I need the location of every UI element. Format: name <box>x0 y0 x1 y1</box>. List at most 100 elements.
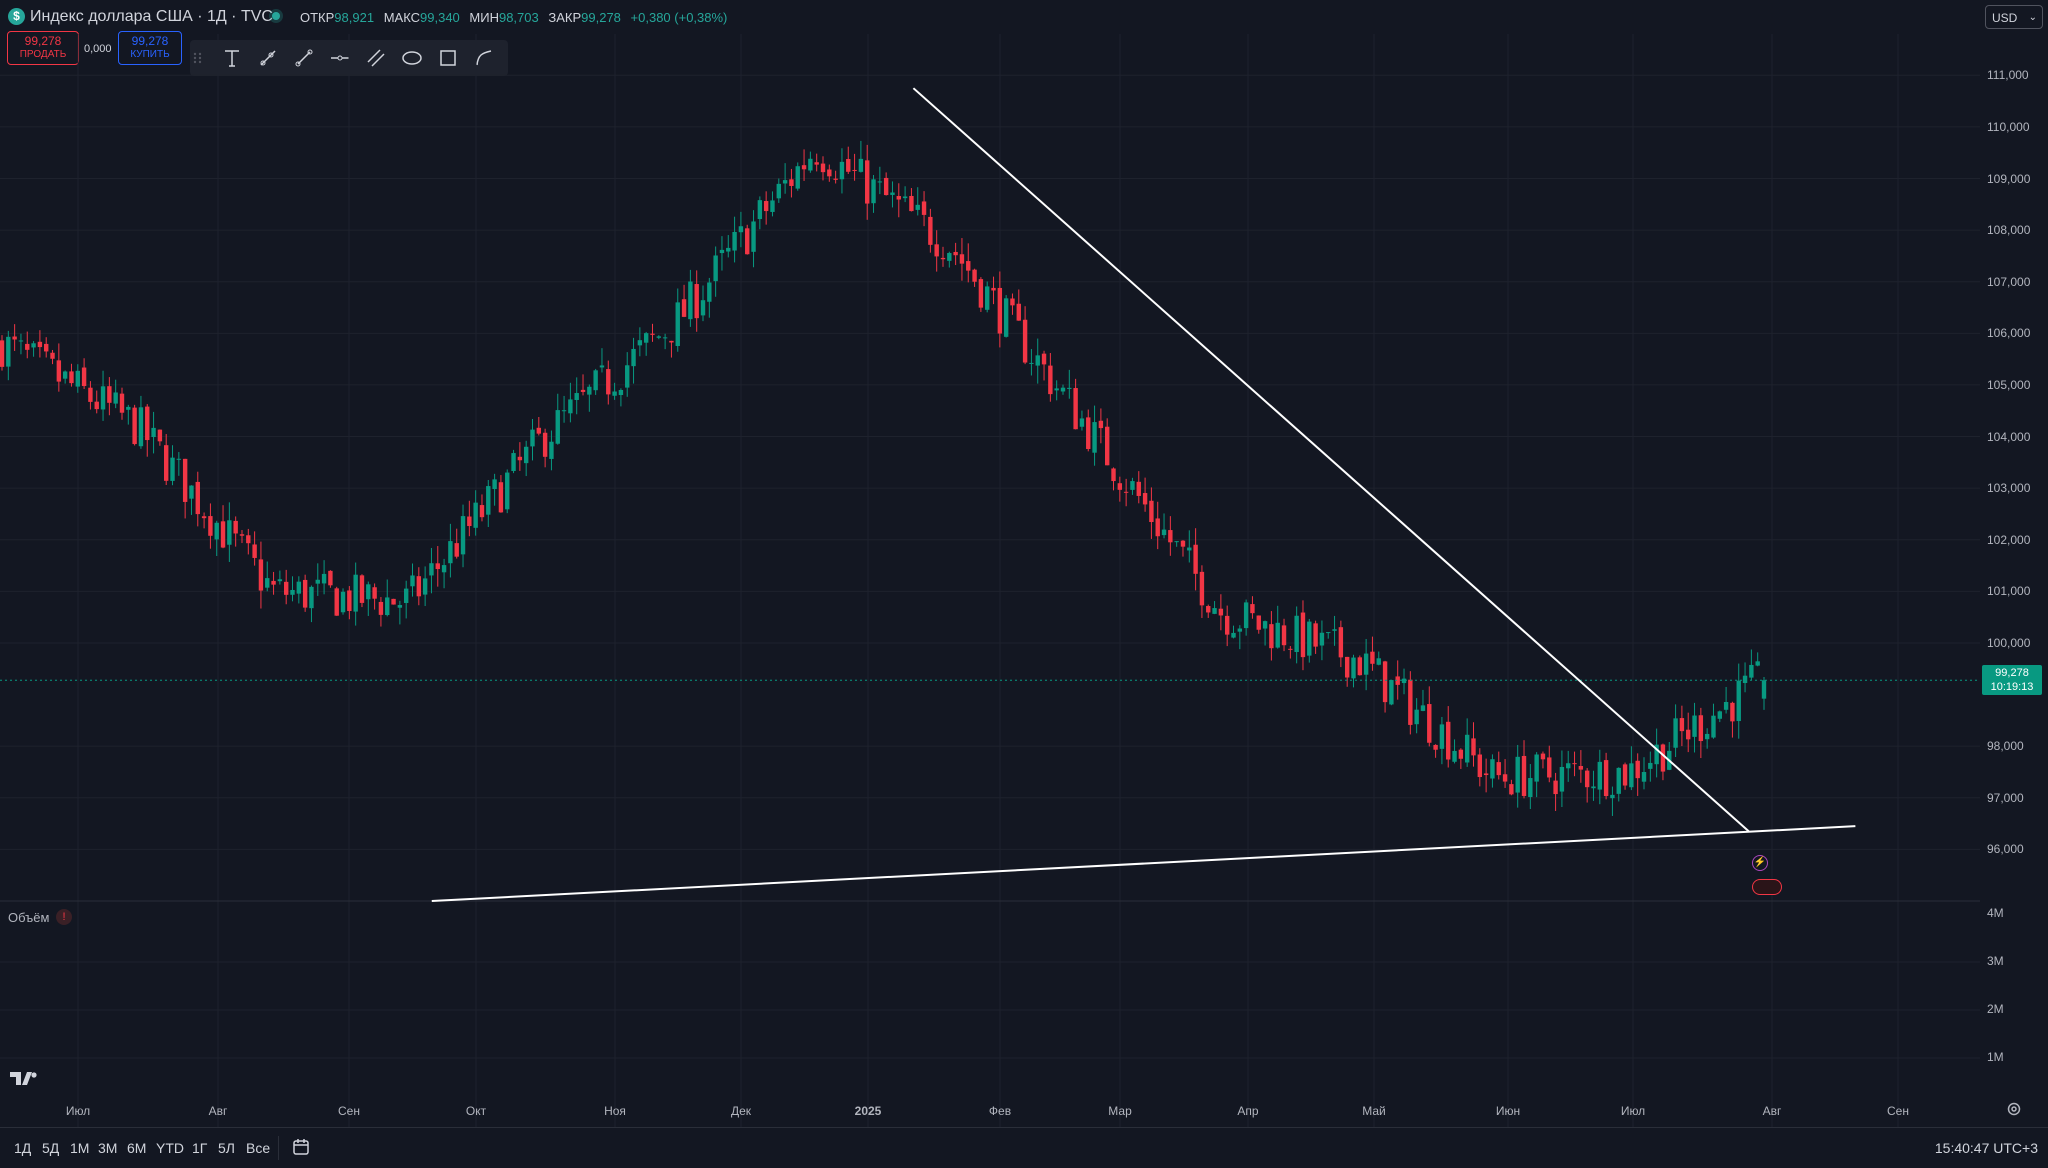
candle-body <box>656 336 662 338</box>
candle-body <box>1313 623 1318 647</box>
market-status-dot[interactable] <box>272 12 280 20</box>
ray-icon[interactable] <box>256 46 280 70</box>
candle-body <box>138 407 144 447</box>
candle-body <box>883 177 889 196</box>
candle-body <box>1332 629 1337 631</box>
spread-value: 0,000 <box>84 43 112 55</box>
candle-body <box>239 534 245 536</box>
time-axis-label: Май <box>1362 1104 1386 1118</box>
candle-body <box>422 578 428 595</box>
candle-body <box>25 343 30 350</box>
candle-body <box>1130 481 1135 490</box>
candle-body <box>618 389 624 396</box>
candle-body <box>808 158 813 171</box>
ohlc-legend: ОТКР98,921 МАКС99,340 МИН98,703 ЗАКР99,2… <box>300 10 733 25</box>
candle-body <box>366 584 371 600</box>
candle-body <box>871 179 876 204</box>
candle-body <box>1048 365 1053 395</box>
candle-body <box>902 196 908 199</box>
support-trendline[interactable] <box>431 825 1856 902</box>
candle-body <box>145 406 150 441</box>
candle-body <box>283 581 289 595</box>
rectangle-icon[interactable] <box>436 46 460 70</box>
candle-body <box>511 453 516 472</box>
candle-body <box>1553 780 1558 795</box>
timeframe-button[interactable]: 3M <box>98 1140 118 1156</box>
dividend-event-icon[interactable]: ⚡ <box>1752 855 1768 871</box>
time-axis-label: Ноя <box>604 1104 626 1118</box>
currency-select[interactable]: USD ⌄ <box>1985 5 2043 29</box>
trendline-icon[interactable] <box>292 46 316 70</box>
ellipse-icon[interactable] <box>400 46 424 70</box>
volume-title[interactable]: Объём <box>8 910 50 925</box>
candle-body <box>189 485 194 499</box>
candle-body <box>18 340 24 342</box>
candle-body <box>713 255 718 282</box>
candle-body <box>833 178 838 180</box>
candle-body <box>113 392 118 404</box>
price-axis-label: 104,000 <box>1987 429 2031 444</box>
timeframe-button[interactable]: 1Г <box>192 1140 208 1156</box>
drag-handle-icon[interactable] <box>192 46 204 70</box>
calendar-go-to-icon[interactable] <box>292 1138 310 1156</box>
candle-body <box>340 591 346 613</box>
warning-icon[interactable]: ! <box>56 909 72 925</box>
candle-body <box>1641 772 1647 782</box>
price-axis-label: 101,000 <box>1987 584 2031 599</box>
candle-body <box>1521 755 1527 796</box>
timeframe-button[interactable]: 6M <box>127 1140 147 1156</box>
gear-icon[interactable] <box>2006 1101 2022 1117</box>
candle-body <box>1187 547 1192 551</box>
candle-body <box>1761 680 1767 699</box>
timeframe-button[interactable]: 5Л <box>218 1140 235 1156</box>
timeframe-button[interactable]: YTD <box>156 1140 184 1156</box>
candle-body <box>1149 500 1154 523</box>
clock[interactable]: 15:40:47 UTC+3 <box>1934 1140 2038 1156</box>
text-icon[interactable] <box>220 46 244 70</box>
candle-body <box>669 340 674 343</box>
candle-body <box>441 565 447 573</box>
candle-body <box>991 287 996 291</box>
candle-body <box>650 333 655 335</box>
candle-body <box>1395 676 1400 685</box>
high-label: МАКС <box>383 10 421 25</box>
price-chart[interactable] <box>0 0 1980 1127</box>
timeframe-button[interactable]: 1M <box>70 1140 90 1156</box>
price-axis-label: 109,000 <box>1987 171 2031 186</box>
descending-trendline[interactable] <box>912 87 1750 833</box>
candle-body <box>1401 678 1407 684</box>
candle-body <box>643 333 649 343</box>
timeframe-button[interactable]: 1Д <box>14 1140 32 1156</box>
candle-body <box>1231 632 1236 638</box>
tradingview-logo-icon[interactable] <box>10 1070 40 1091</box>
timeframe-button[interactable]: Все <box>246 1140 271 1156</box>
candle-body <box>839 161 845 180</box>
candle-body <box>959 254 965 264</box>
path-icon[interactable] <box>472 46 496 70</box>
candle-body <box>1736 680 1741 722</box>
timeframe-button[interactable]: 5Д <box>42 1140 60 1156</box>
candle-body <box>1016 303 1021 321</box>
candle-body <box>915 204 920 210</box>
candle-body <box>1433 744 1438 750</box>
candle-body <box>1483 773 1489 776</box>
candle-body <box>517 456 523 461</box>
candle-body <box>353 574 358 612</box>
buy-button[interactable]: 99,278 КУПИТЬ <box>118 31 182 65</box>
candle-body <box>865 160 870 204</box>
candle-body <box>745 228 750 255</box>
symbol-title[interactable]: Индекс доллара США · 1Д · TVC <box>30 8 273 25</box>
candle-body <box>258 559 264 591</box>
candle-body <box>751 221 756 252</box>
parallel-channel-icon[interactable] <box>364 46 388 70</box>
price-axis-label: 102,000 <box>1987 532 2031 547</box>
time-axis-label: Дек <box>730 1104 752 1118</box>
candle-body <box>1326 632 1331 634</box>
horizontal-ray-icon[interactable] <box>328 46 352 70</box>
economic-event-icon[interactable] <box>1752 879 1782 895</box>
candle-body <box>290 589 295 595</box>
candle-body <box>536 427 542 434</box>
candle-body <box>896 196 901 200</box>
candle-body <box>593 370 598 391</box>
candle-body <box>1559 766 1565 792</box>
